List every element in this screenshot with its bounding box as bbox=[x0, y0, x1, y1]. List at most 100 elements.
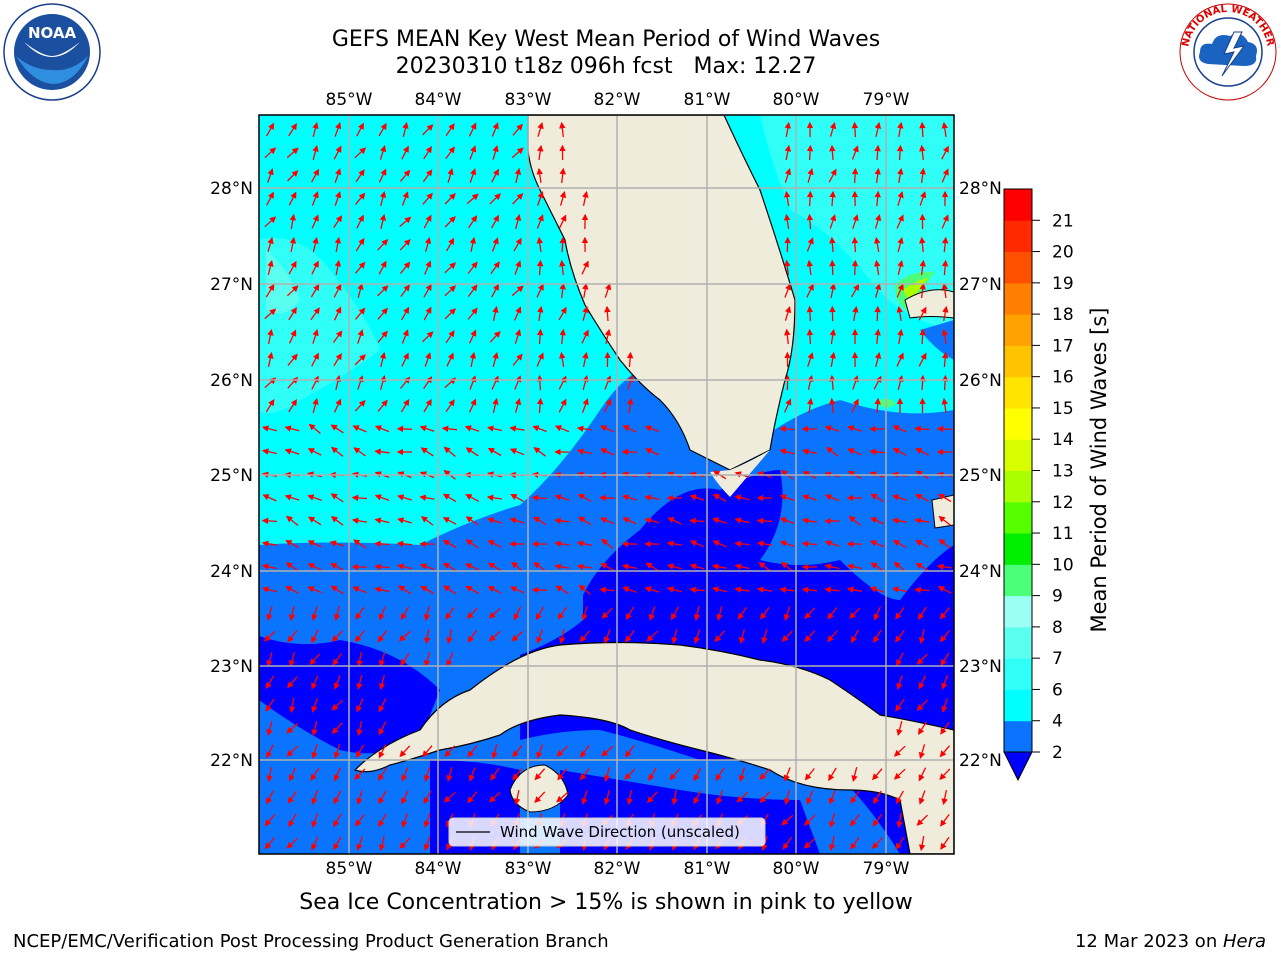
wind-wave-arrow bbox=[801, 448, 817, 455]
wind-wave-arrow bbox=[442, 493, 457, 503]
wind-wave-arrow bbox=[576, 540, 593, 547]
wind-wave-arrow bbox=[311, 606, 318, 621]
wind-wave-arrow bbox=[581, 329, 589, 344]
wind-wave-arrow bbox=[851, 236, 859, 253]
wind-wave-arrow bbox=[627, 397, 634, 413]
wind-wave-arrow bbox=[581, 398, 589, 413]
wind-wave-arrow bbox=[666, 563, 682, 570]
wind-wave-arrow bbox=[576, 425, 592, 432]
wind-wave-arrow bbox=[896, 144, 904, 161]
colorbar-tick-label: 6 bbox=[1052, 680, 1063, 700]
wind-wave-arrow bbox=[378, 652, 386, 667]
wind-wave-arrow bbox=[265, 283, 275, 298]
wind-wave-arrow bbox=[265, 398, 275, 413]
wind-wave-arrow bbox=[420, 585, 434, 595]
wind-wave-arrow bbox=[492, 397, 499, 413]
wind-wave-arrow bbox=[734, 563, 750, 570]
wind-wave-arrow bbox=[378, 698, 387, 713]
wind-wave-arrow bbox=[532, 425, 547, 433]
wind-wave-arrow bbox=[852, 214, 859, 229]
wind-wave-arrow bbox=[578, 584, 591, 595]
lat-label-right: 26°N bbox=[959, 371, 1002, 391]
wind-wave-arrow bbox=[398, 630, 411, 642]
wind-wave-arrow bbox=[355, 606, 365, 620]
lat-label-left: 28°N bbox=[210, 179, 253, 199]
wind-wave-arrow bbox=[534, 768, 546, 781]
wind-wave-arrow bbox=[896, 283, 904, 298]
wind-wave-arrow bbox=[625, 630, 635, 643]
wind-wave-arrow bbox=[333, 215, 343, 229]
legend-label: Wind Wave Direction (unscaled) bbox=[500, 823, 740, 841]
wind-wave-arrow bbox=[357, 329, 364, 344]
wind-wave-arrow bbox=[897, 328, 904, 345]
wind-wave-arrow bbox=[469, 351, 477, 368]
wind-wave-arrow bbox=[851, 767, 858, 783]
wind-wave-arrow bbox=[806, 790, 814, 805]
wind-wave-arrow bbox=[914, 586, 930, 594]
wind-wave-arrow bbox=[444, 308, 456, 320]
wind-wave-arrow bbox=[715, 767, 725, 781]
colorbar-block bbox=[1004, 220, 1032, 253]
colorbar-block bbox=[1004, 251, 1032, 284]
wind-wave-arrow bbox=[400, 169, 411, 182]
wind-wave-arrow bbox=[332, 330, 343, 343]
wind-wave-arrow bbox=[424, 260, 432, 275]
wind-wave-arrow bbox=[827, 607, 838, 620]
wind-wave-arrow bbox=[261, 563, 277, 570]
wind-wave-arrow bbox=[870, 517, 885, 525]
wind-wave-arrow bbox=[603, 767, 611, 783]
colorbar-extend-triangle bbox=[1003, 751, 1033, 782]
wind-wave-arrow bbox=[851, 145, 859, 160]
wind-wave-arrow bbox=[557, 606, 568, 620]
wind-wave-arrow bbox=[829, 236, 836, 253]
wind-wave-arrow bbox=[285, 586, 300, 594]
wind-wave-arrow bbox=[468, 122, 477, 137]
wind-wave-arrow bbox=[852, 305, 859, 322]
colorbar-tick-label: 18 bbox=[1052, 305, 1074, 325]
wind-wave-arrow bbox=[582, 351, 589, 368]
wind-wave-arrow bbox=[801, 517, 818, 524]
wind-wave-arrow bbox=[824, 494, 840, 502]
wind-wave-arrow bbox=[467, 791, 478, 804]
wind-wave-arrow bbox=[917, 606, 927, 620]
wind-wave-arrow bbox=[918, 835, 926, 852]
wind-wave-arrow bbox=[919, 236, 926, 253]
wind-wave-arrow bbox=[940, 652, 950, 667]
wind-wave-arrow bbox=[603, 629, 611, 644]
wind-wave-arrow bbox=[333, 352, 342, 367]
wind-wave-arrow bbox=[355, 261, 366, 274]
wind-wave-arrow bbox=[644, 586, 660, 593]
wind-wave-arrow bbox=[334, 168, 342, 183]
wind-wave-arrow bbox=[288, 306, 297, 321]
wind-wave-arrow bbox=[582, 190, 589, 206]
wind-wave-arrow bbox=[356, 790, 363, 805]
wind-wave-arrow bbox=[897, 259, 904, 275]
colorbar-block bbox=[1004, 533, 1032, 565]
wind-wave-arrow bbox=[309, 653, 321, 666]
wind-wave-arrow bbox=[423, 652, 431, 668]
wind-wave-arrow bbox=[738, 767, 746, 782]
wind-wave-arrow bbox=[488, 791, 501, 803]
wind-wave-arrow bbox=[287, 790, 298, 804]
wind-wave-arrow bbox=[377, 630, 388, 643]
wind-wave-arrow bbox=[446, 352, 454, 367]
wind-wave-arrow bbox=[355, 814, 365, 827]
wind-wave-arrow bbox=[468, 329, 477, 344]
wind-wave-arrow bbox=[558, 398, 567, 413]
wind-wave-arrow bbox=[874, 328, 881, 345]
wind-wave-arrow bbox=[401, 352, 409, 367]
wind-wave-arrow bbox=[286, 722, 299, 734]
wind-wave-arrow bbox=[826, 630, 838, 643]
wind-wave-arrow bbox=[401, 767, 409, 782]
wind-wave-arrow bbox=[422, 169, 433, 183]
wind-wave-arrow bbox=[779, 448, 795, 455]
wind-wave-arrow bbox=[311, 352, 319, 367]
wind-wave-arrow bbox=[423, 283, 432, 298]
wind-wave-arrow bbox=[333, 813, 342, 828]
wind-wave-arrow bbox=[397, 494, 412, 501]
footer-host: Hera bbox=[1222, 931, 1266, 952]
wind-wave-arrow bbox=[311, 721, 318, 737]
wind-wave-arrow bbox=[354, 768, 366, 780]
wind-wave-arrow bbox=[666, 540, 683, 547]
wind-wave-arrow bbox=[828, 168, 837, 183]
